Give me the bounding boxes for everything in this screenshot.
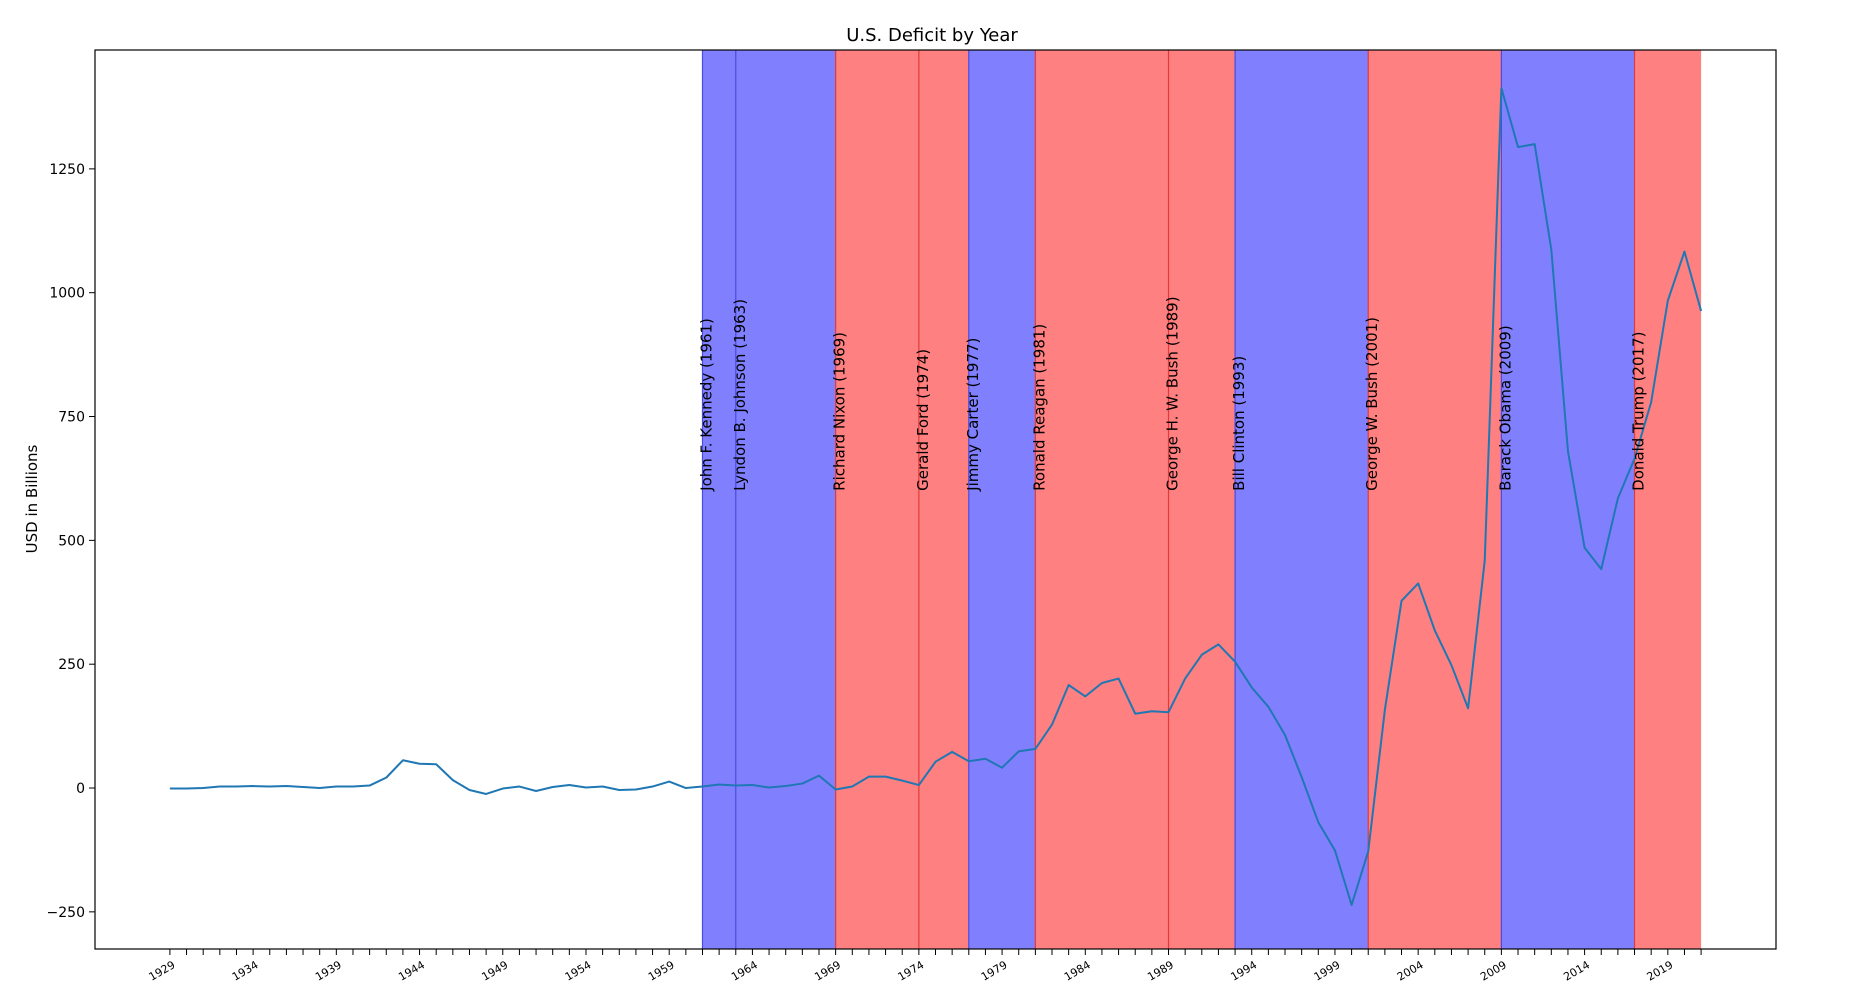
y-tick-label-1: 0: [76, 781, 85, 797]
president-label-3: Gerald Ford (1974): [914, 349, 932, 491]
president-band-5: [1035, 50, 1169, 949]
president-label-10: Donald Trump (2017): [1630, 332, 1648, 491]
y-tick-label-0: −250: [47, 905, 85, 921]
president-label-0: John F. Kennedy (1961): [697, 318, 715, 492]
president-band-8: [1368, 50, 1502, 949]
deficit-series: [169, 87, 1703, 906]
president-band-4: [968, 50, 1036, 949]
president-band-10: [1634, 50, 1702, 949]
y-tick-label-4: 750: [58, 410, 85, 426]
president-band-9: [1501, 50, 1635, 949]
deficit-line: [169, 87, 1703, 906]
president-label-1: Lyndon B. Johnson (1963): [731, 299, 749, 491]
president-label-4: Jimmy Carter (1977): [964, 338, 982, 492]
y-axis-label: USD in Billions: [23, 444, 41, 553]
y-axis: −250 0 250 500 750 1000 1250: [47, 162, 95, 921]
president-label-8: George W. Bush (2001): [1363, 317, 1381, 491]
y-tick-label-3: 500: [58, 533, 85, 549]
y-tick-label-2: 250: [58, 657, 85, 673]
president-band-0: [702, 50, 736, 949]
president-band-2: [835, 50, 919, 949]
president-label-6: George H. W. Bush (1989): [1164, 296, 1182, 490]
president-label-9: Barack Obama (2009): [1496, 325, 1514, 491]
president-label-7: Bill Clinton (1993): [1230, 356, 1248, 491]
y-tick-label-6: 1250: [49, 162, 85, 178]
president-label-5: Ronald Reagan (1981): [1030, 324, 1048, 491]
president-band-3: [918, 50, 969, 949]
chart-title: U.S. Deficit by Year: [846, 25, 1018, 46]
y-tick-label-5: 1000: [49, 286, 85, 302]
president-label-2: Richard Nixon (1969): [831, 332, 849, 491]
president-band-7: [1235, 50, 1369, 949]
president-band-1: [735, 50, 836, 949]
president-bands: [701, 50, 1702, 949]
president-labels: John F. Kennedy (1961) Lyndon B. Johnson …: [697, 296, 1647, 491]
president-band-6: [1168, 50, 1236, 949]
